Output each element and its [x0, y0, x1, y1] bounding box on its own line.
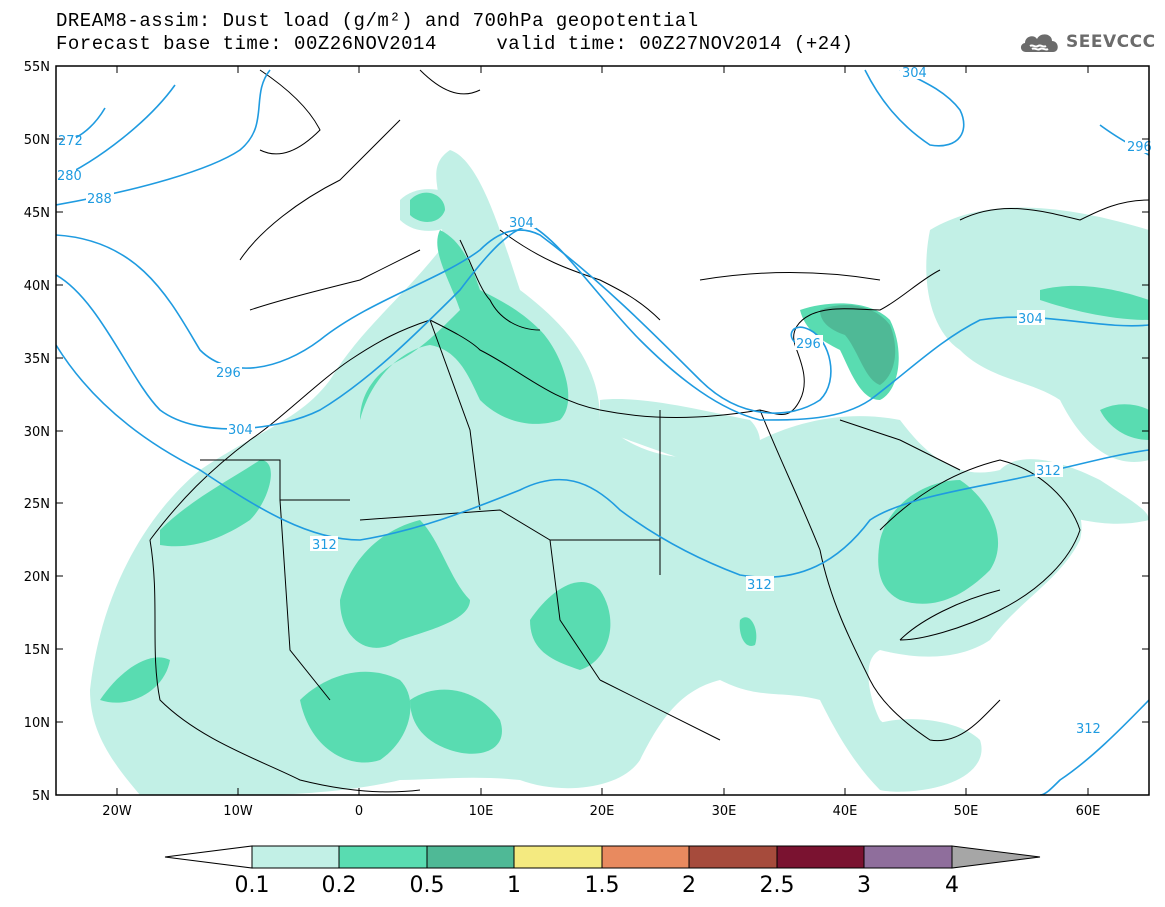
legend-level-label: 0.5 — [410, 873, 445, 898]
lon-tick-label: 60E — [1076, 804, 1101, 819]
brand-name: SEEVCCC — [1066, 32, 1156, 52]
legend-level-label: 4 — [945, 873, 959, 898]
contour-label: 312 — [1036, 464, 1061, 479]
contour-312-southeast — [1039, 699, 1149, 795]
contour-296 — [56, 229, 832, 414]
lat-tick-label: 25N — [24, 497, 50, 512]
lat-tick-label: 5N — [32, 789, 50, 804]
lat-tick-label: 50N — [24, 133, 50, 148]
lon-tick-label: 0 — [355, 804, 363, 819]
legend-swatch — [776, 845, 865, 869]
legend-swatch — [688, 845, 778, 869]
contour-label: 304 — [509, 216, 534, 231]
legend-swatch — [863, 845, 953, 869]
latitude-labels: 55N 50N 45N 40N 35N 30N 25N 20N 15N 10N … — [24, 60, 50, 804]
contour-label: 304 — [228, 423, 253, 438]
map-subtitle: Forecast base time: 00Z26NOV2014 valid t… — [56, 33, 854, 55]
lon-tick-label: 30E — [712, 804, 737, 819]
lat-tick-label: 20N — [24, 570, 50, 585]
cloud-logo-icon — [1020, 34, 1058, 52]
lon-tick-label: 20W — [102, 804, 132, 819]
legend-swatch — [251, 845, 340, 869]
legend-swatch — [164, 845, 253, 869]
legend-swatch — [601, 845, 690, 869]
lat-tick-label: 30N — [24, 425, 50, 440]
longitude-labels: 20W 10W 0 10E 20E 30E 40E 50E 60E — [102, 804, 1100, 819]
lon-tick-label: 40E — [833, 804, 858, 819]
brand-logo: SEEVCCC — [1018, 28, 1156, 56]
lon-tick-label: 50E — [954, 804, 979, 819]
color-legend: 0.1 0.2 0.5 1 1.5 2 2.5 3 4 — [164, 845, 1041, 898]
legend-level-label: 2.5 — [760, 873, 795, 898]
contour-label: 312 — [747, 578, 772, 593]
lon-tick-label: 10W — [223, 804, 253, 819]
contour-304 — [56, 224, 1149, 430]
contour-label: 288 — [87, 192, 112, 207]
legend-level-label: 1.5 — [585, 873, 620, 898]
legend-level-label: 0.1 — [235, 873, 270, 898]
dust-fill-layer — [90, 150, 1149, 795]
lat-tick-label: 10N — [24, 716, 50, 731]
contour-label: 304 — [1018, 312, 1043, 327]
dust-fill-medium — [100, 192, 1149, 763]
contour-label: 296 — [1127, 140, 1152, 155]
legend-swatch — [338, 845, 428, 869]
lat-tick-label: 55N — [24, 60, 50, 75]
tick-marks — [56, 66, 1149, 795]
legend-level-label: 2 — [682, 873, 696, 898]
dust-fill-dark — [820, 305, 896, 385]
contour-label: 312 — [312, 538, 337, 553]
legend-level-label: 1 — [507, 873, 521, 898]
contour-312-north — [56, 344, 1149, 579]
legend-swatch — [426, 845, 515, 869]
legend-swatch — [951, 845, 1041, 869]
lon-tick-label: 10E — [469, 804, 494, 819]
contour-label: 280 — [57, 169, 82, 184]
contour-288 — [56, 69, 271, 206]
legend-swatch — [513, 845, 603, 869]
contour-label: 296 — [216, 366, 241, 381]
dust-fill-light — [90, 150, 1149, 795]
legend-level-label: 0.2 — [322, 873, 357, 898]
contour-label: 304 — [902, 66, 927, 81]
legend-level-label: 3 — [857, 873, 871, 898]
lat-tick-label: 15N — [24, 643, 50, 658]
lat-tick-label: 35N — [24, 352, 50, 367]
lat-tick-label: 40N — [24, 279, 50, 294]
map-title: DREAM8-assim: Dust load (g/m²) and 700hP… — [56, 10, 699, 32]
lat-tick-label: 45N — [24, 206, 50, 221]
contour-304-northeast — [864, 69, 965, 147]
contour-label: 272 — [58, 134, 83, 149]
lon-tick-label: 20E — [590, 804, 615, 819]
contour-label: 296 — [796, 337, 821, 352]
contour-label: 312 — [1076, 722, 1101, 737]
contour-label-layer: 272 280 288 296 304 312 304 296 304 296 … — [56, 64, 1152, 737]
